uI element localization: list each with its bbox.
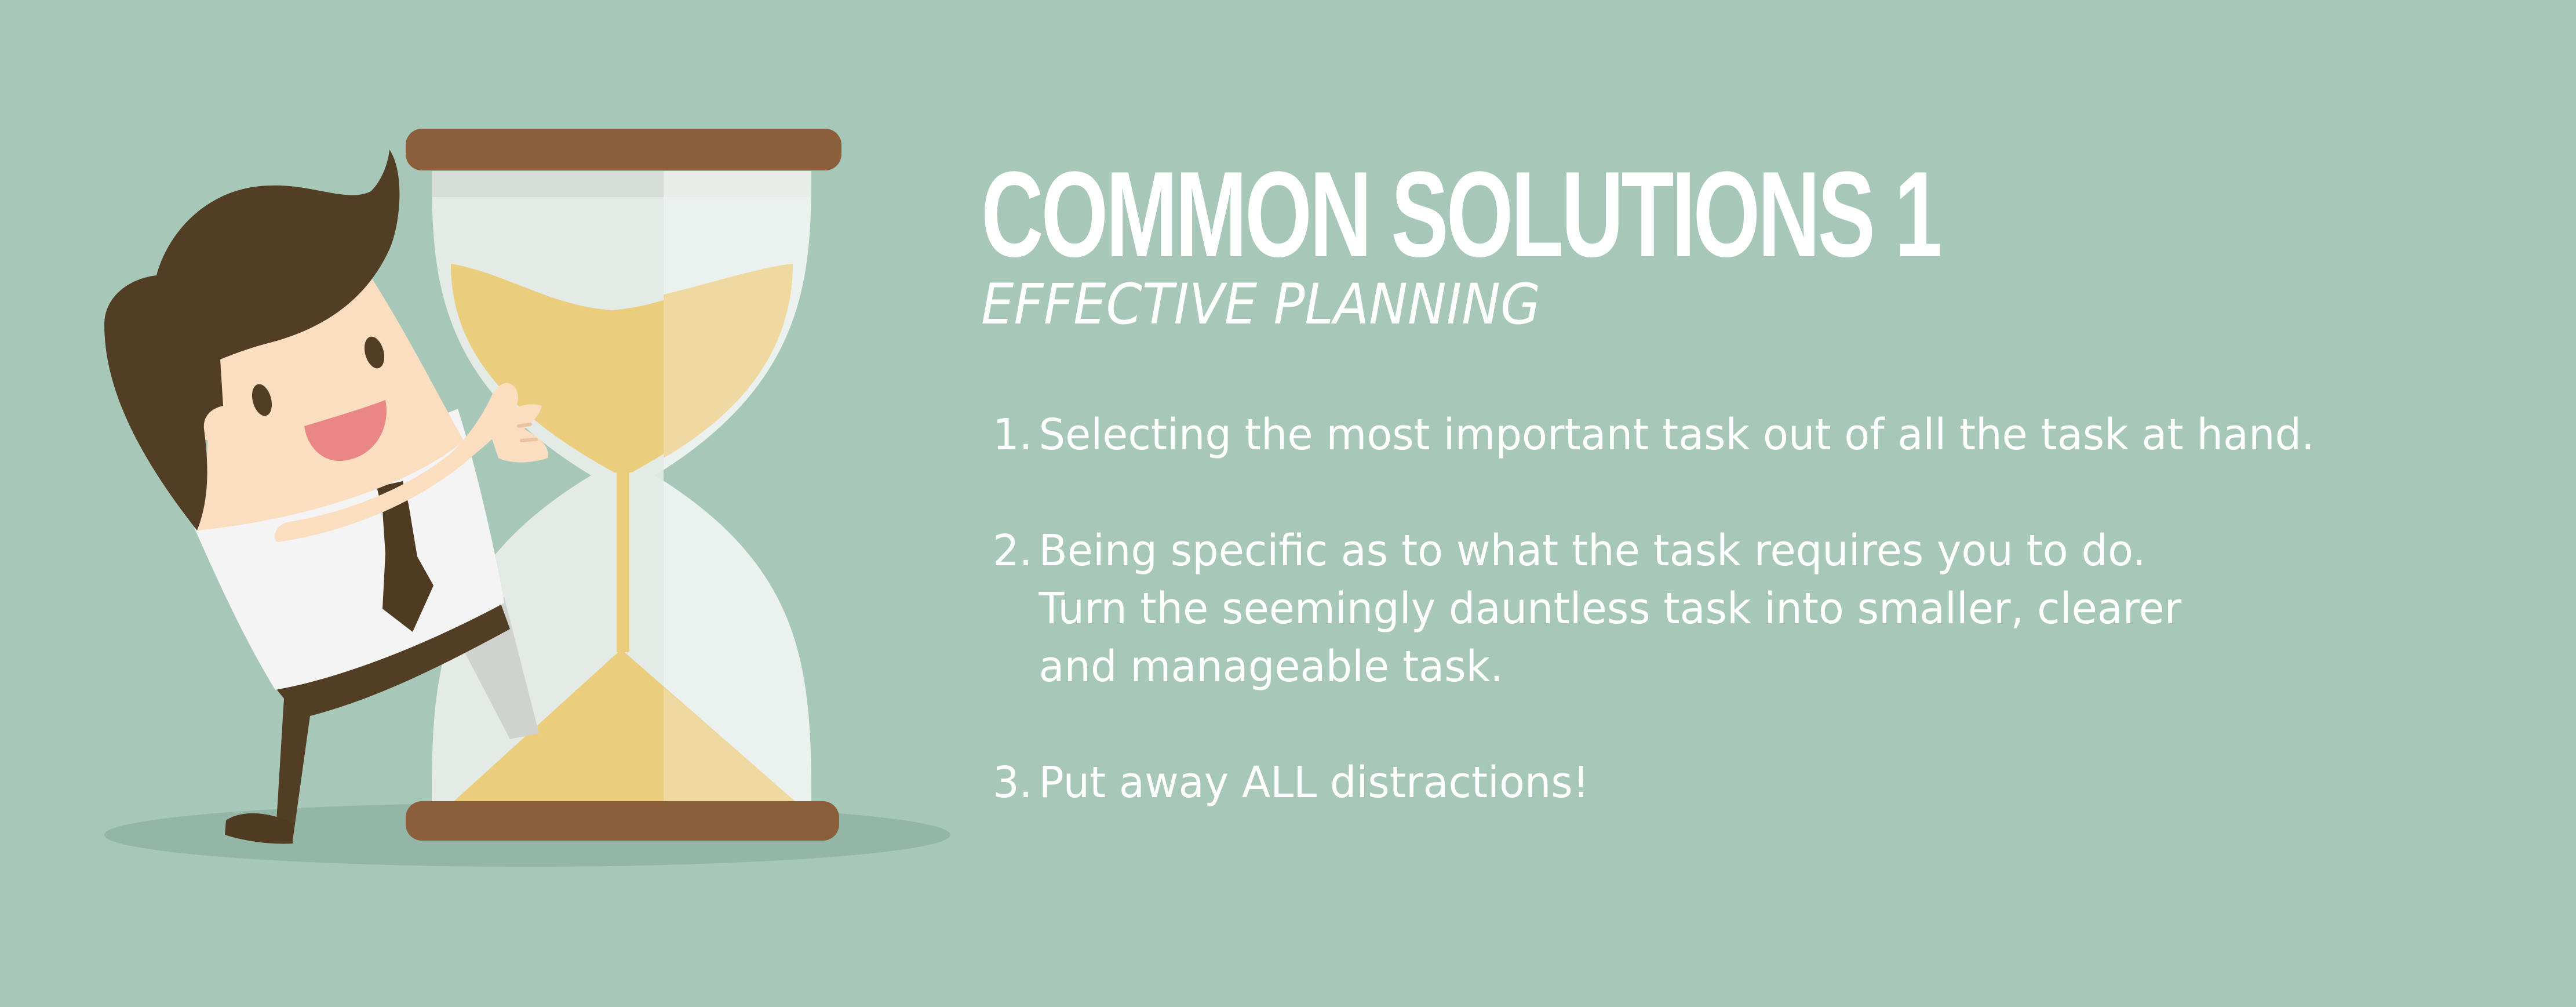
upper-sand-light xyxy=(664,264,793,458)
businessman-shoe xyxy=(225,813,293,844)
businessman-tie xyxy=(377,481,433,632)
businessman-mouth xyxy=(304,400,387,461)
slide-title: COMMON SOLUTIONS 1 xyxy=(981,146,1943,282)
businessman-hand-detail xyxy=(517,423,538,442)
slide-subtitle: EFFECTIVE PLANNING xyxy=(981,272,1541,337)
solution-line: Selecting the most important task out of… xyxy=(1039,410,2315,460)
solution-number: 1. xyxy=(993,410,1033,460)
sand-stream xyxy=(617,472,629,652)
solution-line: Turn the seemingly dauntless task into s… xyxy=(1039,584,2182,634)
solution-item-1: 1. Selecting the most important task out… xyxy=(993,406,2315,464)
lower-sand-light xyxy=(664,687,797,803)
businessman-hand xyxy=(490,404,548,463)
solution-item-2: 2. Being specific as to what the task re… xyxy=(993,522,2315,696)
businessman-hourglass-illustration xyxy=(0,0,985,1007)
solution-list: 1. Selecting the most important task out… xyxy=(993,406,2315,870)
solution-line: and manageable task. xyxy=(1039,642,1503,692)
solution-number: 3. xyxy=(993,758,1033,808)
businessman-front-leg xyxy=(272,597,510,841)
businessman xyxy=(104,150,548,844)
hourglass-frame-bottom xyxy=(406,801,839,841)
hourglass xyxy=(406,129,841,841)
businessman-left-eye xyxy=(252,384,272,416)
businessman-right-eye xyxy=(364,336,385,369)
businessman-arm xyxy=(275,383,518,542)
solution-text: Selecting the most important task out of… xyxy=(1039,406,2315,464)
businessman-hair xyxy=(104,150,400,530)
solution-number: 2. xyxy=(993,526,1033,576)
solution-item-3: 3. Put away ALL distractions! xyxy=(993,754,2315,812)
hourglass-frame-top xyxy=(406,129,841,170)
solution-line: Put away ALL distractions! xyxy=(1039,758,1590,808)
solution-text: Put away ALL distractions! xyxy=(1039,754,1590,812)
solution-line: Being specific as to what the task requi… xyxy=(1039,526,2146,576)
solution-text: Being specific as to what the task requi… xyxy=(1039,522,2182,696)
